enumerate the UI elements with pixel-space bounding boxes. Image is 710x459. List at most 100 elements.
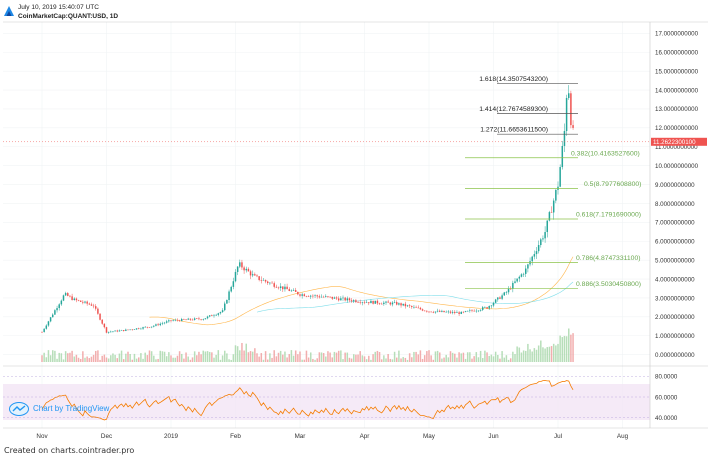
candle-body xyxy=(266,281,269,284)
price-axis: 0.0000000000 1.0000000000 2.0000000000 3.00… xyxy=(655,31,699,359)
candle-body xyxy=(494,299,497,303)
candle-body xyxy=(555,189,557,201)
candle-body xyxy=(54,310,56,315)
candle-body xyxy=(552,200,555,213)
candle-body xyxy=(185,319,187,321)
candle-body xyxy=(462,311,465,313)
candle-body xyxy=(103,323,106,328)
candle-body xyxy=(488,306,490,309)
moving-averages xyxy=(149,256,574,326)
volume-bar xyxy=(527,343,529,362)
volume-bar xyxy=(406,359,409,362)
candle-body xyxy=(215,314,217,316)
candle-body xyxy=(284,286,286,290)
volume-bar xyxy=(150,351,153,362)
volume-bar xyxy=(269,353,271,362)
volume-bar xyxy=(572,333,574,362)
candle-body xyxy=(363,302,366,303)
candle-body xyxy=(561,145,564,168)
volume-bar xyxy=(428,350,430,362)
candle-body xyxy=(254,274,256,276)
price-tick-label: 5.0000000000 xyxy=(655,257,695,264)
rsi-axis: 40.0000 60.0000 80.0000 xyxy=(3,374,678,422)
volume-bar xyxy=(421,358,424,362)
candle-body xyxy=(264,280,267,282)
price-tick-label: 1.0000000000 xyxy=(655,333,695,340)
volume-bar xyxy=(346,352,349,362)
volume-bar xyxy=(294,350,297,362)
candle-body xyxy=(471,310,473,311)
candle-body xyxy=(350,300,353,302)
tradingview-watermark[interactable]: Chart by TradingView xyxy=(33,404,110,413)
candle-body xyxy=(269,282,271,284)
candle-body xyxy=(133,329,136,330)
candle-body xyxy=(572,125,574,128)
candle-body xyxy=(170,320,172,321)
price-tick-label: 8.0000000000 xyxy=(655,201,695,208)
volume-bar xyxy=(555,345,557,362)
time-tick-label: Jun xyxy=(488,433,499,440)
volume-bar xyxy=(509,358,512,362)
volume-bar xyxy=(376,350,379,362)
time-axis: Nov Dec 2019 Feb Mar Apr May Jun Jul Aug xyxy=(36,433,628,440)
candle-body xyxy=(537,245,540,252)
volume-bar xyxy=(531,351,533,362)
volume-bar xyxy=(277,352,280,362)
candle-body xyxy=(380,303,383,305)
volume-bar xyxy=(540,340,542,362)
price-tick-label: 2.0000000000 xyxy=(655,314,695,321)
candle-body xyxy=(226,299,228,304)
volume-bar xyxy=(94,350,97,362)
candle-body xyxy=(41,331,43,333)
volume-bar xyxy=(380,359,383,362)
candle-body xyxy=(535,251,538,255)
volume-bar xyxy=(552,343,555,362)
candle-body xyxy=(275,286,278,288)
candle-body xyxy=(449,311,452,313)
candle-body xyxy=(456,312,458,313)
candle-body xyxy=(426,310,428,312)
volume-bar xyxy=(417,354,420,362)
volume-bar xyxy=(490,354,493,362)
candle-body xyxy=(340,298,342,301)
fib-label: 0.886(3.5030450800) xyxy=(576,281,641,288)
candle-body xyxy=(376,300,379,304)
volume-bar xyxy=(120,350,123,362)
volume-bar xyxy=(189,359,192,362)
candle-body xyxy=(51,314,54,318)
volume-bar xyxy=(221,355,224,362)
volume-bar xyxy=(241,342,243,362)
candle-body xyxy=(479,309,482,311)
volume-bar xyxy=(357,354,359,362)
volume-bar xyxy=(159,350,162,362)
volume-bar xyxy=(127,351,129,362)
volume-bar xyxy=(456,357,458,362)
volume-bar xyxy=(441,358,443,362)
candle-body xyxy=(395,302,398,305)
candle-body xyxy=(406,305,409,307)
candle-body xyxy=(77,300,80,301)
volume-bar xyxy=(135,358,138,362)
candle-body xyxy=(279,286,282,288)
candle-body xyxy=(320,296,323,298)
candle-body xyxy=(432,312,435,313)
time-tick-label: Jul xyxy=(554,433,562,440)
candle-body xyxy=(385,301,387,303)
volume-bar xyxy=(473,356,475,362)
volume-bar xyxy=(271,357,273,362)
candle-body xyxy=(84,301,86,303)
volume-bar xyxy=(228,359,230,362)
chart-timestamp: July 10, 2019 15:40:07 UTC xyxy=(18,4,99,11)
volume-bar xyxy=(522,350,525,362)
volume-bar xyxy=(129,353,131,362)
volume-bar xyxy=(542,347,544,362)
candle-body xyxy=(43,328,45,332)
volume-bar xyxy=(110,355,112,362)
volume-bar xyxy=(107,358,110,362)
candle-body xyxy=(191,319,194,321)
volume-bar xyxy=(567,328,570,362)
price-tick-label: 17.0000000000 xyxy=(655,31,699,38)
candle-body xyxy=(305,296,308,297)
candle-body xyxy=(559,167,561,187)
